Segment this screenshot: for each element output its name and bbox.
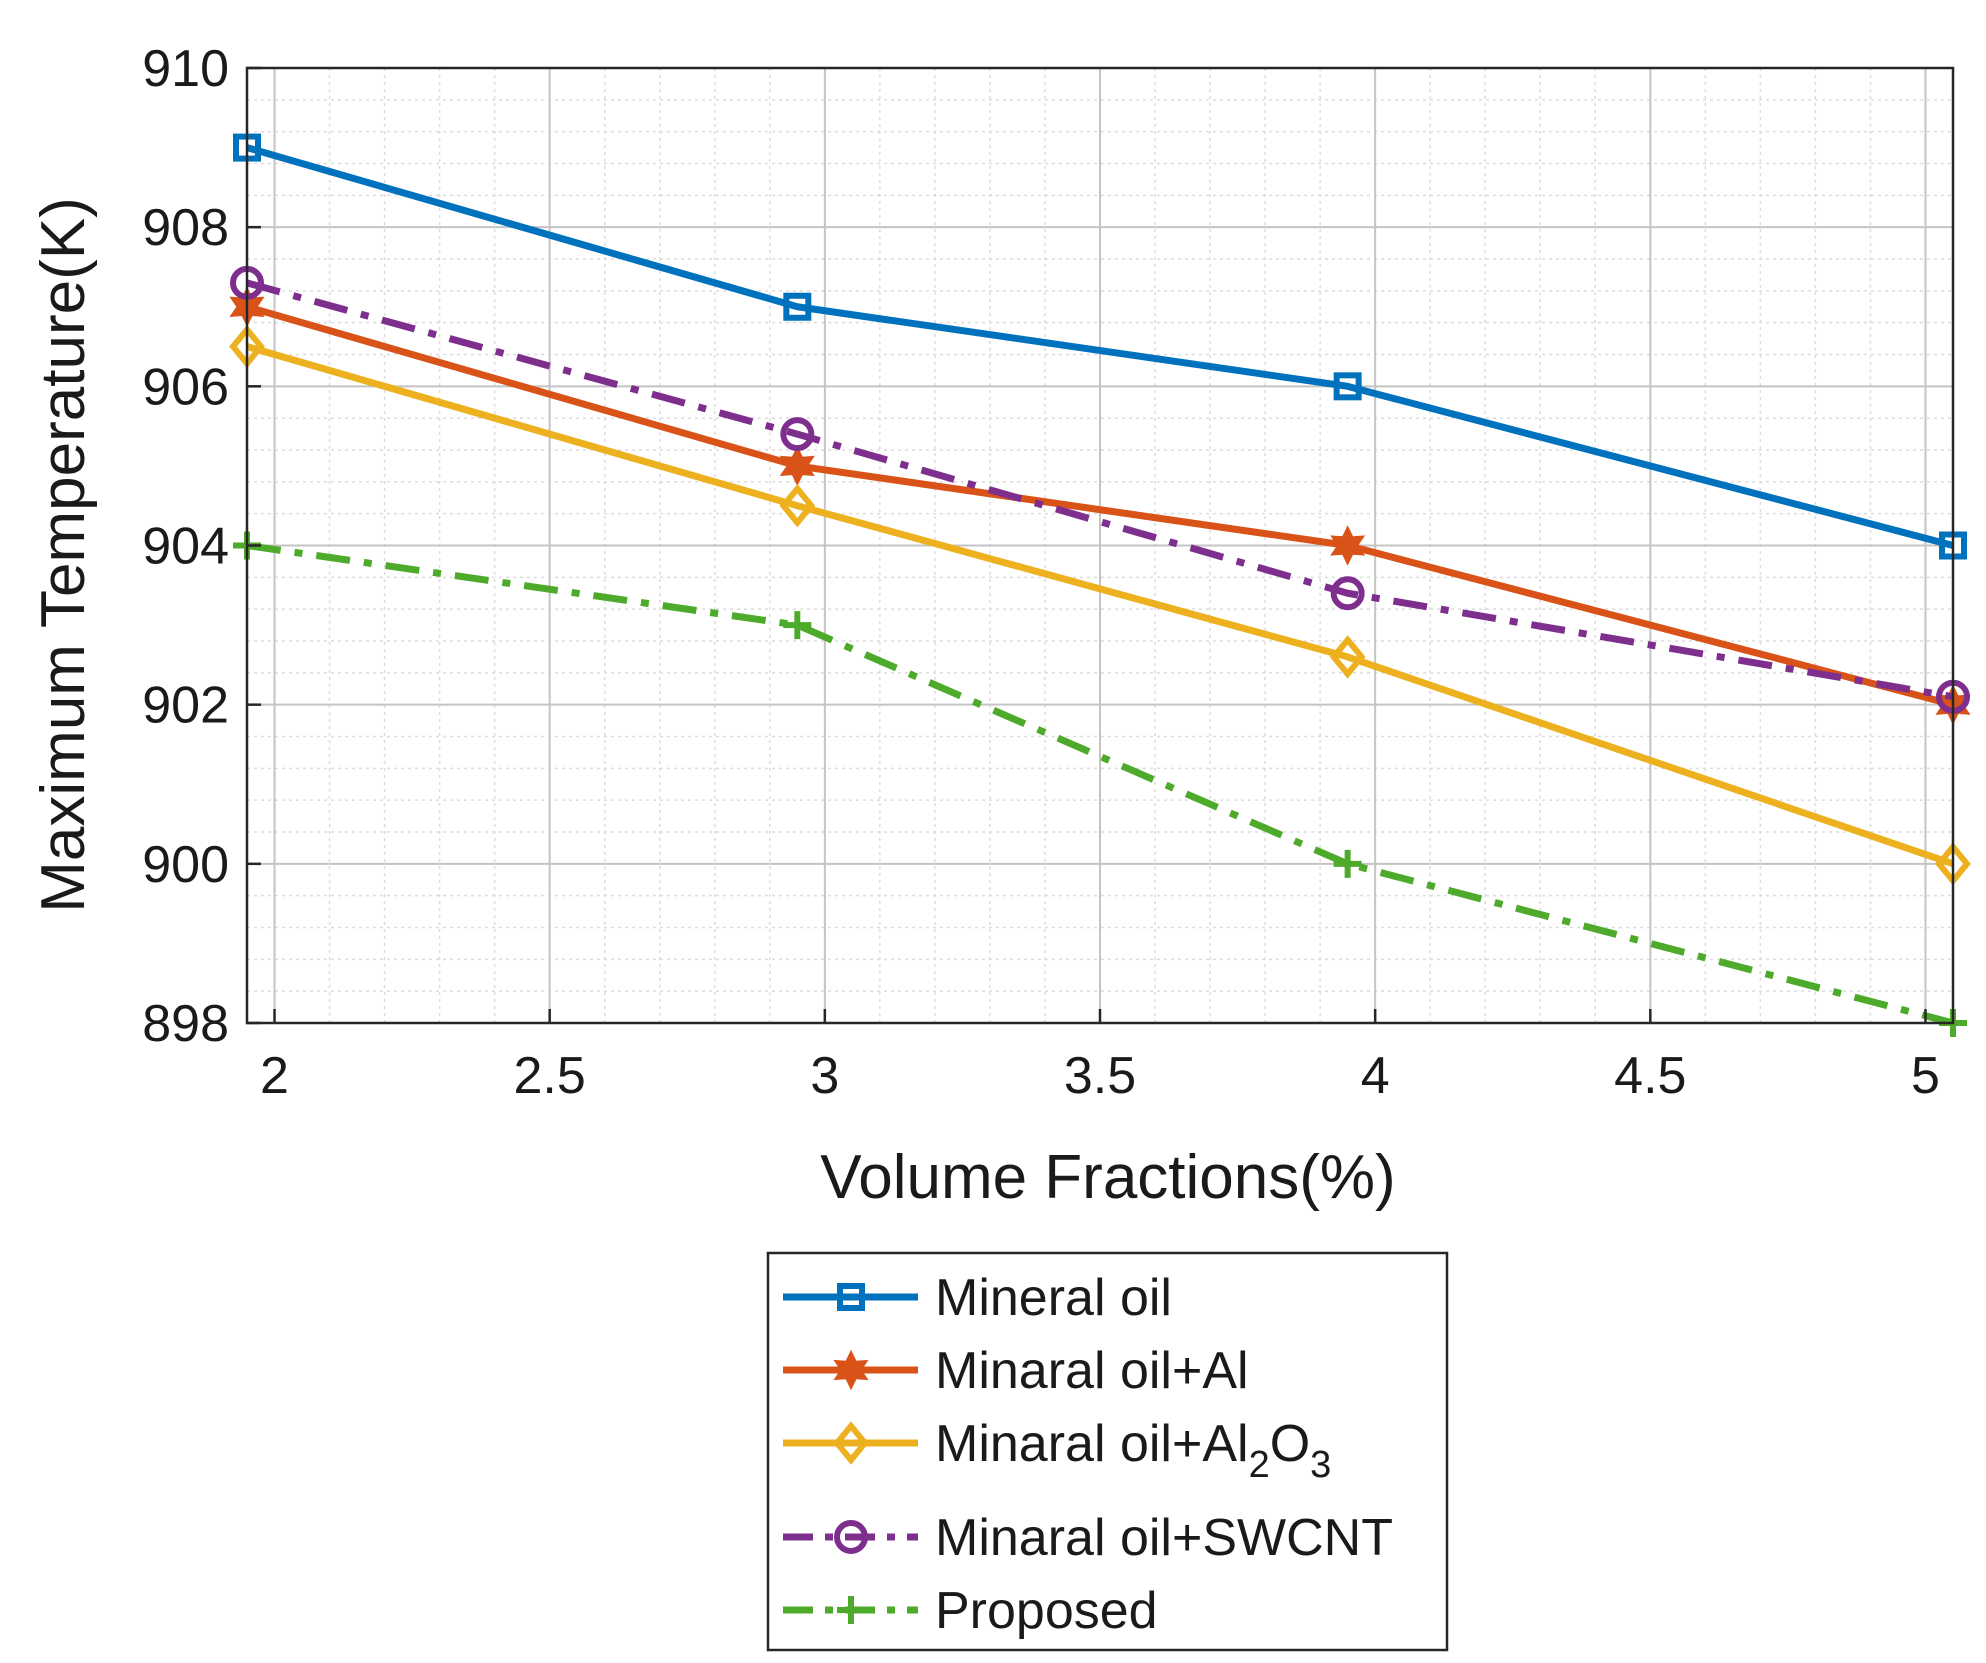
data-point-hexagram	[1330, 525, 1366, 566]
axes-frame	[245, 66, 1955, 1025]
legend-marker-square	[837, 1283, 865, 1311]
legend-label-main: O	[1270, 1415, 1310, 1473]
x-tick-label: 3	[810, 1047, 839, 1105]
x-tick-label: 5	[1911, 1047, 1940, 1105]
x-tick-label: 4.5	[1614, 1047, 1686, 1105]
x-tick-label: 4	[1361, 1047, 1390, 1105]
series-line	[246, 343, 1955, 868]
y-tick-label: 910	[142, 40, 229, 98]
data-point-circle	[1330, 576, 1365, 611]
series-line	[246, 144, 1954, 549]
legend-label: Mineral oil	[935, 1269, 1172, 1327]
legend-label-subscript: 2	[1249, 1444, 1270, 1486]
legend-entry: Minaral oil+Al2O3	[783, 1415, 1331, 1486]
y-tick-label: 904	[142, 518, 229, 576]
y-tick-label: 908	[142, 199, 229, 257]
series-line	[246, 542, 1954, 1027]
data-point-square	[1333, 372, 1362, 401]
x-axis-title: Volume Fractions(%)	[820, 1143, 1395, 1212]
legend-label: Minaral oil+Al	[935, 1342, 1249, 1400]
legend-entry: Mineral oil	[783, 1269, 1172, 1327]
legend-label: Proposed	[935, 1582, 1158, 1640]
legend-label-main: Minaral oil+Al	[935, 1415, 1249, 1473]
data-point-circle	[780, 417, 815, 452]
legend-entry: Minaral oil+SWCNT	[783, 1509, 1393, 1567]
data-point-plus	[1333, 849, 1362, 878]
legend-marker-circle	[834, 1520, 868, 1554]
major-grid	[247, 67, 1953, 1024]
y-tick-label: 898	[142, 995, 229, 1053]
data-point-plus	[783, 611, 812, 640]
legend-entry: Minaral oil+Al	[783, 1342, 1249, 1400]
tick-labels: 2 2.5 3 3.5 4 4.5 5 898 900 902 904 906 908 910	[142, 40, 1940, 1105]
x-tick-label: 2	[260, 1047, 289, 1105]
y-tick-label: 902	[142, 677, 229, 735]
x-tick-label: 3.5	[1064, 1047, 1136, 1105]
y-tick-label: 906	[142, 358, 229, 416]
data-point-hexagram	[779, 445, 815, 487]
legend-marker-plus	[837, 1596, 865, 1624]
y-tick-label: 900	[142, 836, 229, 894]
x-tick-label: 2.5	[514, 1047, 586, 1105]
legend-label-subscript: 3	[1310, 1444, 1331, 1486]
data-point-square	[783, 292, 812, 321]
series-line	[246, 303, 1954, 709]
legend-entry: Proposed	[783, 1582, 1158, 1640]
legend-label: Minaral oil+SWCNT	[935, 1509, 1393, 1567]
data-point-diamond	[1329, 635, 1366, 679]
y-axis-title: Maximum Temperature(K)	[29, 197, 98, 912]
legend-box	[766, 1251, 1449, 1652]
data-point-diamond	[779, 483, 816, 528]
legend-marker-diamond	[833, 1421, 869, 1465]
legend-label: Minaral oil+Al2O3	[935, 1415, 1331, 1486]
series-line	[246, 279, 1954, 701]
legend-marker-hexagram	[833, 1349, 869, 1391]
series-layer	[229, 133, 1971, 1037]
